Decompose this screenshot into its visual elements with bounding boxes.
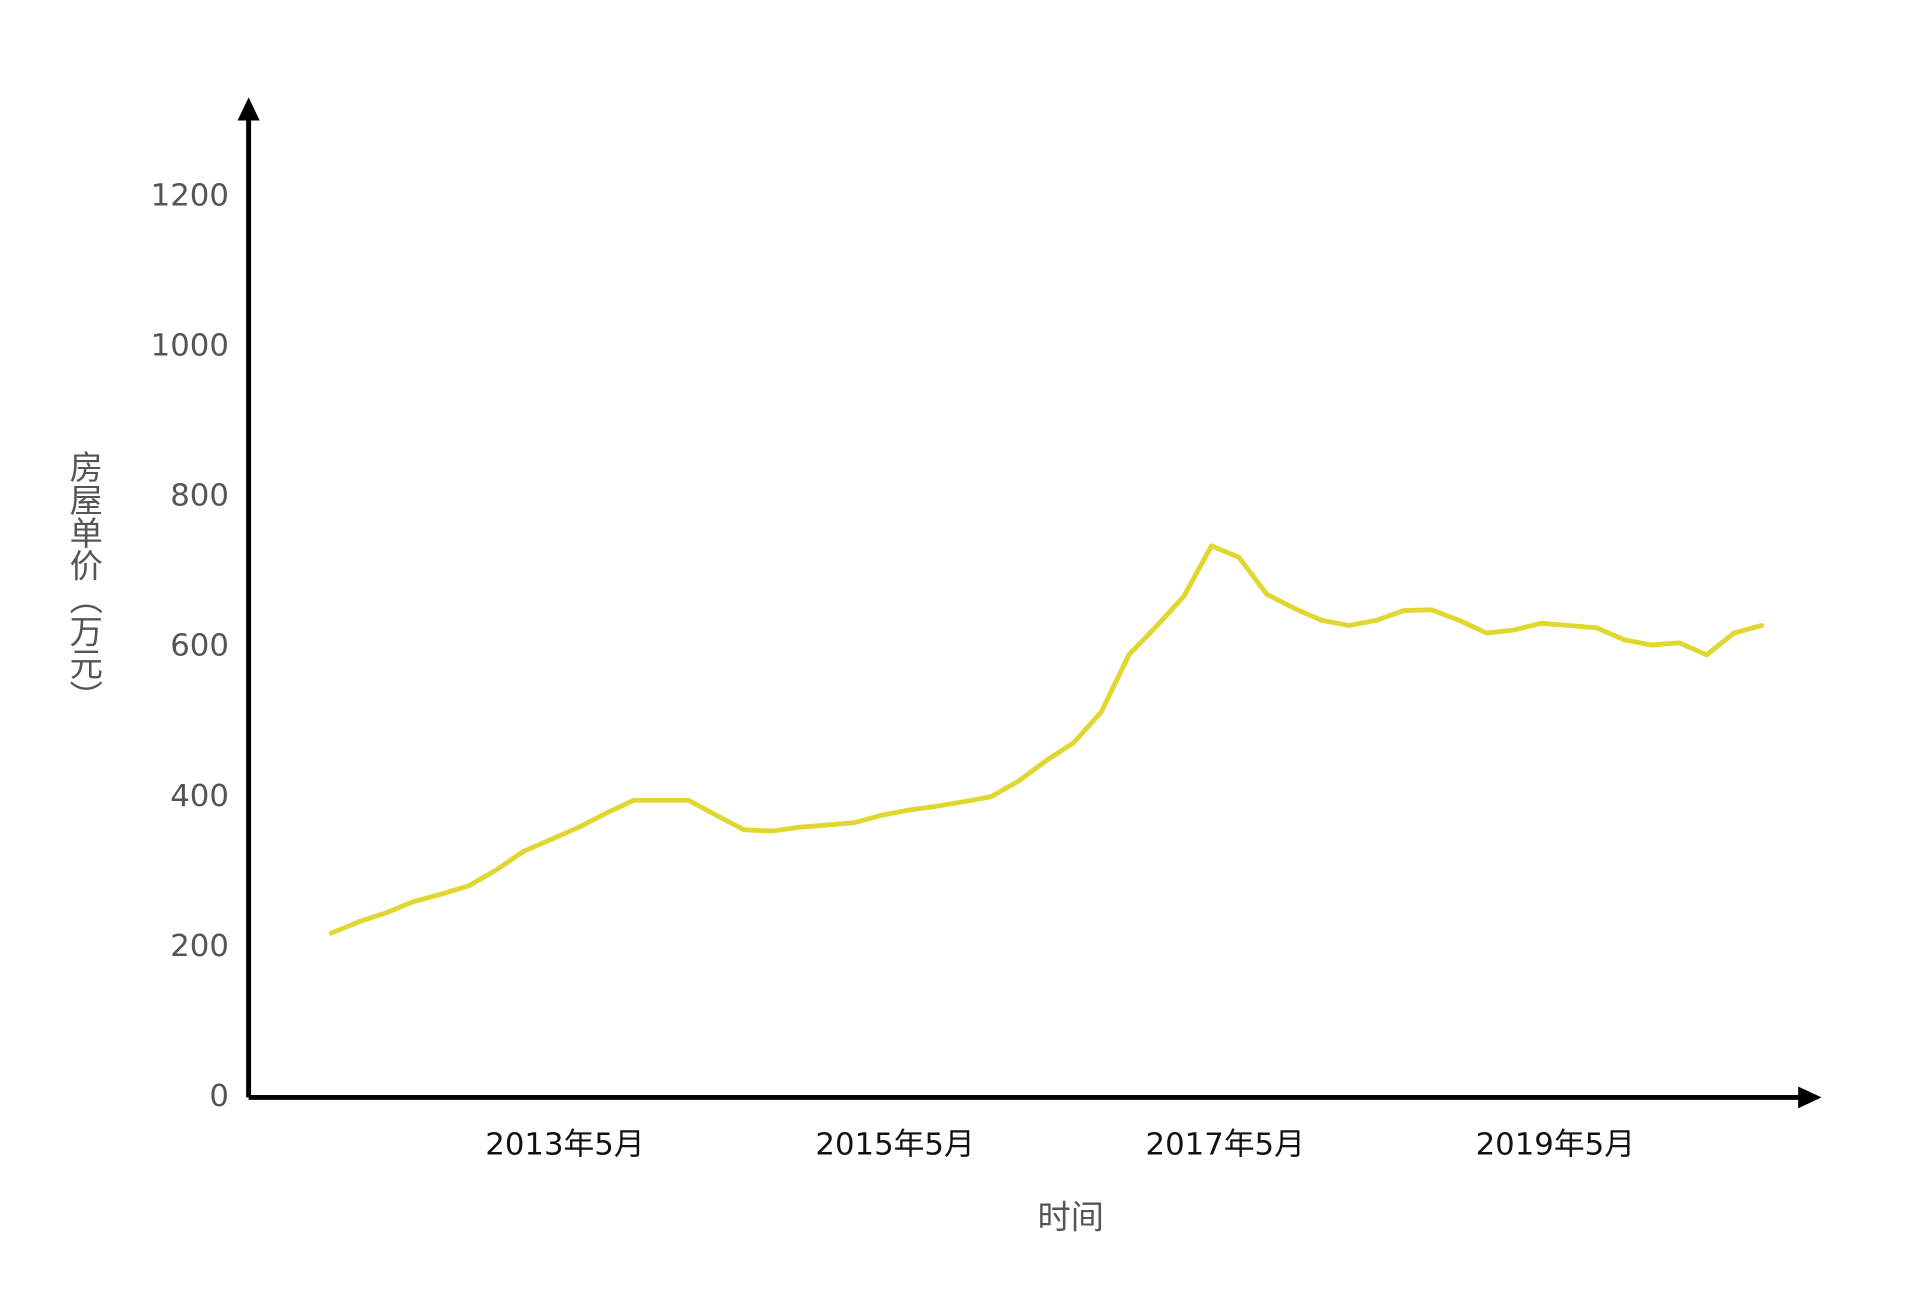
x-tick-label: 2017年5月 [1146,1128,1305,1163]
x-axis-arrow [1798,1086,1822,1109]
y-axis-title: 房屋单价（万元） [64,450,103,713]
y-tick-label: 200 [170,929,229,964]
x-tick-label: 2015年5月 [815,1128,974,1163]
data-line [328,543,1765,936]
x-tick-label: 2013年5月 [485,1128,644,1163]
y-axis-arrow [237,97,260,121]
y-tick-label: 400 [170,779,229,814]
y-tick-label: 600 [170,629,229,664]
y-tick-label: 1000 [151,329,229,364]
y-tick-label: 1200 [151,179,229,214]
y-tick-label: 0 [209,1079,229,1114]
x-axis-title: 时间 [1038,1198,1104,1237]
y-tick-label: 800 [170,479,229,514]
x-tick-label: 2019年5月 [1476,1128,1635,1163]
